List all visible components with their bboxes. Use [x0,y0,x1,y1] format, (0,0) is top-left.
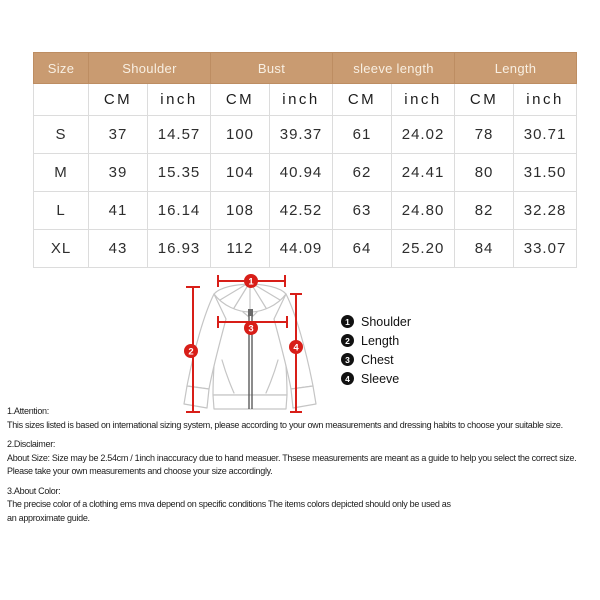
value-cell: 62 [332,153,393,192]
legend-item-length: 2 Length [341,331,411,350]
value-cell: 37 [88,115,148,154]
unit-cell: CM [88,83,148,116]
disclaimer-title: 2.Disclaimer: [7,439,56,449]
legend-item-shoulder: 1 Shoulder [341,312,411,331]
value-cell: 82 [454,191,515,230]
legend-label: Shoulder [361,314,412,329]
header-sleeve-length: sleeve length [332,52,456,84]
jacket-left-cuff [183,385,210,409]
unit-cell: inch [513,83,578,116]
svg-text:1: 1 [248,277,254,288]
jacket-measurement-diagram: 1 2 3 4 [183,274,317,413]
value-cell: 42.52 [269,191,334,230]
size-label: L [33,191,89,230]
value-cell: 41 [88,191,148,230]
jacket-hem [212,394,288,410]
value-cell: 15.35 [146,153,212,192]
unit-cell: inch [391,83,456,116]
value-cell: 43 [88,229,148,268]
circled-1-icon: 1 [341,315,354,328]
header-size: Size [33,52,89,84]
attention-body: This sizes listed is based on internatio… [7,419,563,430]
value-cell: 40.94 [269,153,334,192]
table-row-xl: XL 43 16.93 112 44.09 64 25.20 84 33.07 [33,229,578,268]
value-cell: 108 [210,191,271,230]
legend-label: Length [361,333,400,348]
svg-text:4: 4 [293,343,299,354]
unit-cell: CM [210,83,271,116]
unit-cell: inch [269,83,334,116]
about-color-note: 3.About Color: The precise color of a cl… [7,485,599,526]
table-row-s: S 37 14.57 100 39.37 61 24.02 78 30.71 [33,115,578,154]
svg-text:2: 2 [188,347,193,358]
badge-1: 1 [244,274,258,288]
disclaimer-body-2: Please take your own measurements and ch… [7,466,273,476]
value-cell: 100 [210,115,271,154]
value-cell: 63 [332,191,393,230]
value-cell: 61 [332,115,393,154]
badge-4: 4 [289,340,303,354]
value-cell: 24.41 [391,153,456,192]
value-cell: 80 [454,153,515,192]
size-label: S [33,115,89,154]
size-label: XL [33,229,89,268]
table-row-l: L 41 16.14 108 42.52 63 24.80 82 32.28 [33,191,578,230]
measure-badges: 1 2 3 4 [184,274,303,358]
value-cell: 78 [454,115,515,154]
value-cell: 16.14 [146,191,212,230]
circled-2-icon: 2 [341,334,354,347]
value-cell: 84 [454,229,515,268]
size-chart-table: Size Shoulder Bust sleeve length Length … [33,52,578,268]
badge-3: 3 [244,321,258,335]
value-cell: 33.07 [513,229,578,268]
table-header-row: Size Shoulder Bust sleeve length Length [33,52,578,84]
pocket-lines [221,359,279,394]
disclaimer-body-1: About Size: Size may be 2.54cm / 1inch i… [7,452,577,463]
value-cell: 31.50 [513,153,578,192]
svg-text:3: 3 [248,324,253,335]
legend-item-sleeve: 4 Sleeve [341,369,411,388]
table-row-m: M 39 15.35 104 40.94 62 24.41 80 31.50 [33,153,578,192]
value-cell: 30.71 [513,115,578,154]
attention-note: 1.Attention: This sizes listed is based … [7,405,599,432]
circled-3-icon: 3 [341,353,354,366]
header-length: Length [454,52,578,84]
value-cell: 16.93 [146,229,212,268]
legend-item-chest: 3 Chest [341,350,411,369]
badge-2: 2 [184,344,198,358]
unit-cell: CM [332,83,393,116]
disclaimer-note: 2.Disclaimer: About Size: Size may be 2.… [7,438,599,479]
attention-title: 1.Attention: [7,406,49,416]
measurement-legend: 1 Shoulder 2 Length 3 Chest 4 Sleeve [341,312,411,388]
value-cell: 104 [210,153,271,192]
jacket-right-cuff [290,385,317,409]
value-cell: 112 [210,229,271,268]
value-cell: 24.02 [391,115,456,154]
value-cell: 25.20 [391,229,456,268]
notes-section: 1.Attention: This sizes listed is based … [7,405,599,531]
legend-label: Chest [361,352,394,367]
circled-4-icon: 4 [341,372,354,385]
table-unit-row: CM inch CM inch CM inch CM inch [33,83,578,116]
header-bust: Bust [210,52,334,84]
unit-cell: inch [146,83,212,116]
unit-cell: CM [454,83,515,116]
value-cell: 32.28 [513,191,578,230]
size-label: M [33,153,89,192]
value-cell: 39 [88,153,148,192]
unit-cell-empty [33,83,89,116]
header-shoulder: Shoulder [87,52,212,84]
color-body-2: an approximate guide. [7,512,90,523]
value-cell: 24.80 [391,191,456,230]
color-body-1: The precise color of a clothing ems mva … [7,499,451,509]
legend-label: Sleeve [361,371,400,386]
value-cell: 14.57 [146,115,212,154]
value-cell: 39.37 [269,115,334,154]
color-title: 3.About Color: [7,485,61,496]
